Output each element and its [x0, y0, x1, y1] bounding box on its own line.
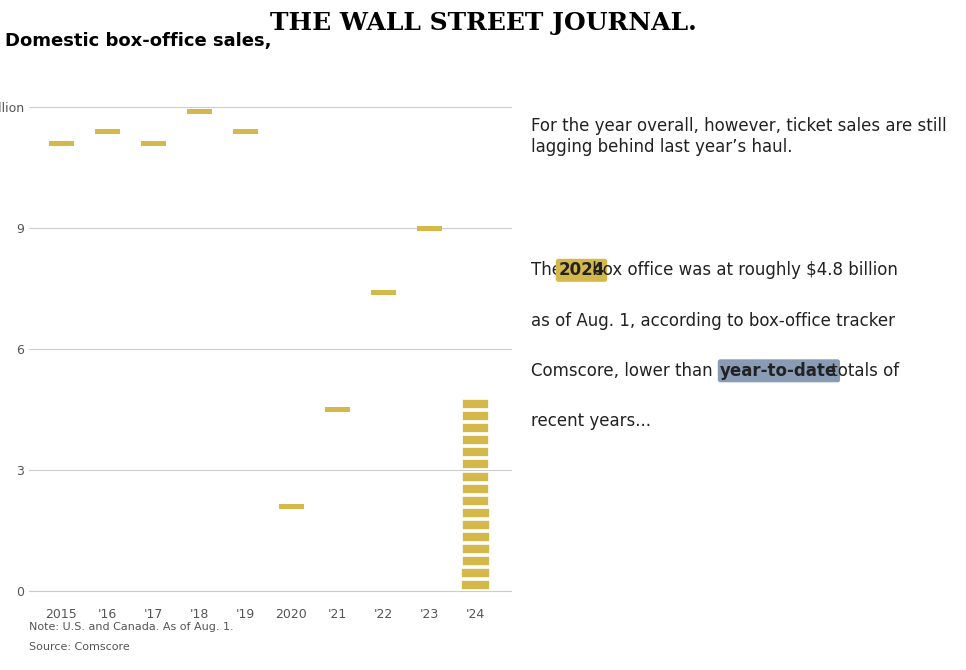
Bar	[462, 520, 489, 529]
Bar	[462, 580, 489, 590]
Bar	[278, 504, 304, 509]
Bar	[462, 508, 489, 517]
Bar	[371, 290, 396, 295]
Text: Source: Comscore: Source: Comscore	[29, 642, 129, 652]
Bar	[462, 532, 489, 541]
Bar	[325, 407, 350, 412]
Bar	[462, 472, 489, 480]
Text: For the year overall, however, ticket sales are still
lagging behind last year’s: For the year overall, however, ticket sa…	[531, 117, 947, 156]
Text: totals of: totals of	[826, 362, 899, 380]
Bar	[462, 448, 488, 456]
Text: box office was at roughly $4.8 billion: box office was at roughly $4.8 billion	[587, 261, 898, 279]
Bar	[48, 141, 73, 146]
Bar	[233, 129, 258, 134]
Bar	[462, 556, 489, 565]
Bar	[95, 129, 120, 134]
Text: year-to-date: year-to-date	[721, 362, 838, 380]
Text: recent years...: recent years...	[531, 412, 651, 430]
Bar	[186, 109, 212, 114]
Text: Comscore, lower than the: Comscore, lower than the	[531, 362, 751, 380]
Bar	[462, 496, 489, 505]
Bar	[416, 226, 441, 230]
Bar	[463, 436, 488, 444]
Bar	[463, 399, 488, 408]
Text: Domestic box-office sales,: Domestic box-office sales,	[5, 32, 271, 50]
Text: THE WALL STREET JOURNAL.: THE WALL STREET JOURNAL.	[270, 11, 696, 36]
Bar	[462, 568, 489, 578]
Bar	[463, 411, 488, 420]
Bar	[462, 460, 488, 468]
Bar	[140, 141, 166, 146]
Bar	[462, 544, 489, 553]
Text: The: The	[531, 261, 568, 279]
Text: 2024: 2024	[558, 261, 605, 279]
Bar	[462, 484, 489, 492]
Bar	[463, 423, 488, 432]
Text: Note: U.S. and Canada. As of Aug. 1.: Note: U.S. and Canada. As of Aug. 1.	[29, 622, 234, 632]
Text: as of Aug. 1, according to box-office tracker: as of Aug. 1, according to box-office tr…	[531, 312, 895, 330]
